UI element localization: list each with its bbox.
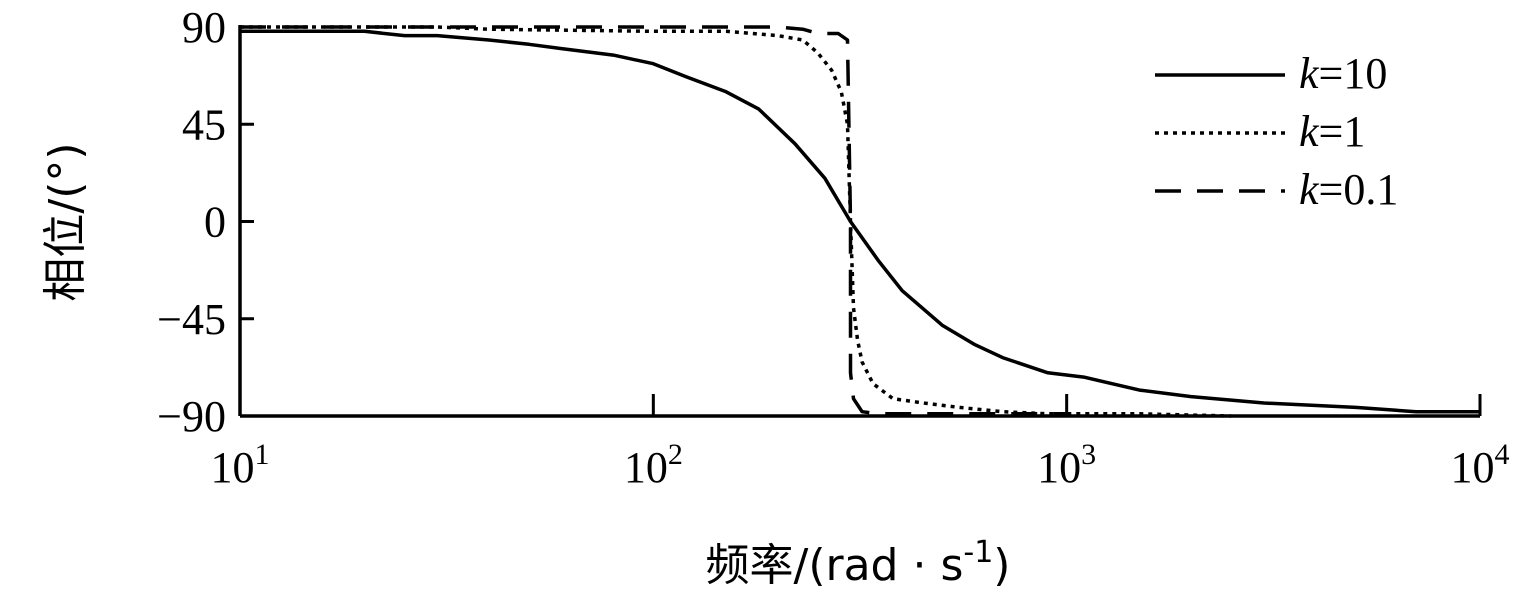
x-axis-title-main: 频率/(rad · s xyxy=(706,540,964,591)
y-tick-label: −45 xyxy=(157,295,226,344)
y-tick-label: −90 xyxy=(157,392,226,441)
y-tick-label: 90 xyxy=(182,3,226,52)
y-axis-title: 相位/(°) xyxy=(40,142,91,301)
x-tick-label: 103 xyxy=(1037,438,1096,492)
series-line-dotted xyxy=(240,25,1232,418)
series-line-solid xyxy=(240,29,1480,414)
legend-label: k=0.1 xyxy=(1299,165,1398,214)
x-axis-title-sup: -1 xyxy=(963,535,993,570)
y-tick-label: 45 xyxy=(182,100,226,149)
series-layer xyxy=(240,25,1480,418)
axes-layer xyxy=(238,25,1480,418)
y-tick-label: 0 xyxy=(204,198,226,247)
series-line-dashed xyxy=(240,25,1067,416)
x-tick-label: 102 xyxy=(624,438,683,492)
legend-label: k=1 xyxy=(1299,107,1365,156)
legend-label: k=10 xyxy=(1299,49,1387,98)
x-axis-title: 频率/(rad · s-1) xyxy=(706,535,1011,591)
legend: k=10 k=1 k=0.1 xyxy=(1155,49,1398,214)
x-axis-title-tail: ) xyxy=(993,540,1010,591)
x-tick-label: 104 xyxy=(1451,438,1510,492)
x-tick-label: 101 xyxy=(211,438,270,492)
